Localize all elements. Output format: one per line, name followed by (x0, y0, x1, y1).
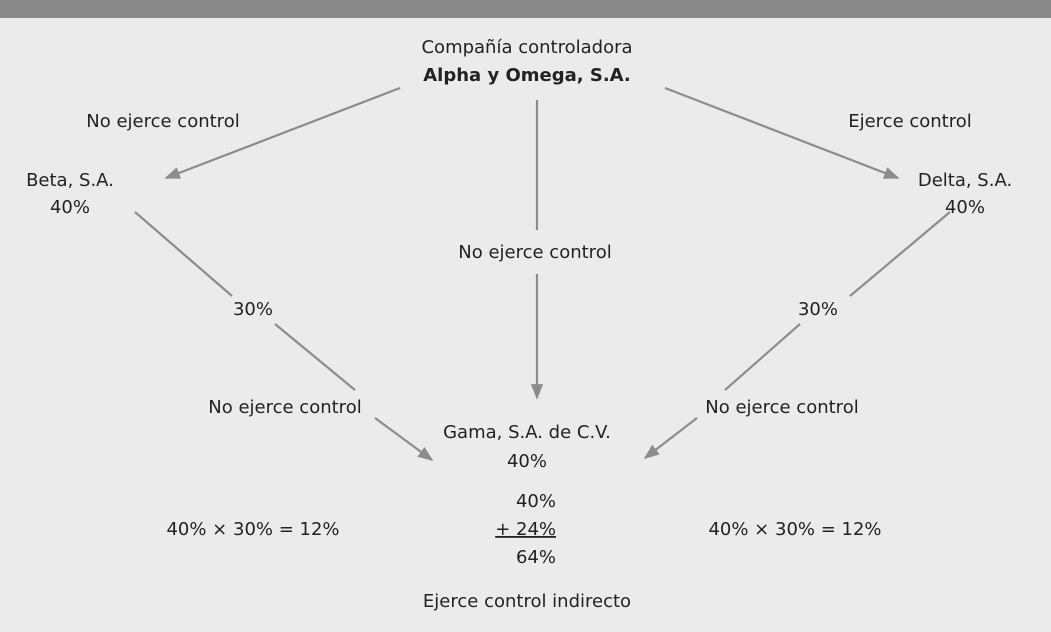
calc-total: 64% (516, 547, 556, 568)
node-name: Delta, S.A. (918, 170, 1012, 191)
arrow (274, 323, 356, 391)
calc-left: 40% × 30% = 12% (166, 519, 339, 540)
edge-label: Ejerce control (848, 111, 972, 132)
arrow (134, 211, 233, 297)
arrow (643, 417, 698, 459)
arrows (134, 86, 951, 461)
calc-right: 40% × 30% = 12% (708, 519, 881, 540)
edge-label: No ejerce control (458, 242, 611, 263)
edge-label: No ejerce control (86, 111, 239, 132)
arrow (374, 417, 434, 461)
node-name: Gama, S.A. de C.V. (443, 422, 611, 443)
arrow (664, 86, 900, 180)
top-bar (0, 0, 1051, 18)
calc-direct: 40% (516, 491, 556, 512)
node-name: Beta, S.A. (26, 170, 114, 191)
arrow (164, 86, 401, 180)
arrow (724, 323, 801, 391)
edge-share: 30% (798, 299, 838, 320)
edge-label: No ejerce control (705, 397, 858, 418)
conclusion: Ejerce control indirecto (423, 591, 631, 612)
edge-share: 30% (233, 299, 273, 320)
node-share: 40% (945, 197, 985, 218)
node-share: 40% (50, 197, 90, 218)
edge-label: No ejerce control (208, 397, 361, 418)
arrow (849, 211, 951, 297)
node-share: 40% (507, 451, 547, 472)
parent-name: Alpha y Omega, S.A. (423, 65, 631, 86)
parent-caption: Compañía controladora (421, 37, 632, 58)
calc-indirect: + 24% (495, 519, 556, 540)
